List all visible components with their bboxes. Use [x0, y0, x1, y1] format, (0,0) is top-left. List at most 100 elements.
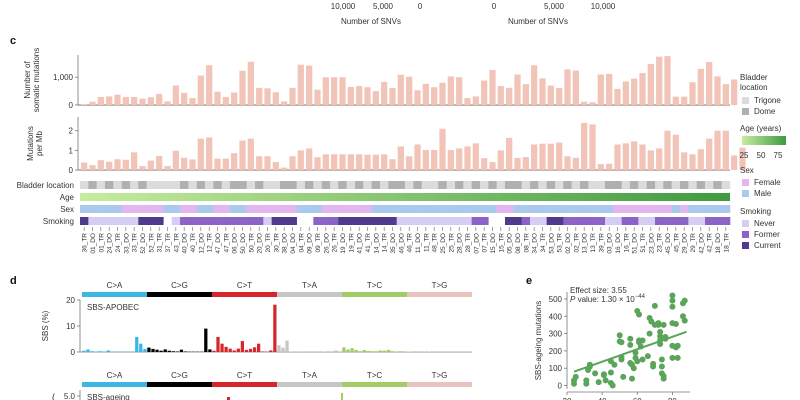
panel-c-bar [131, 152, 138, 170]
sample-label: 06_DO [232, 233, 239, 254]
panel-c-bar [139, 166, 146, 170]
panel-e-ytick-label: 300 [549, 330, 563, 339]
top-axis-1-tick: 0 [418, 2, 423, 11]
panel-c-bar [672, 96, 679, 105]
panel-c-letter: c [10, 35, 16, 47]
panel-c-bar [697, 149, 704, 170]
sample-label: 50_DO [240, 233, 247, 254]
sample-label: 04_DO [290, 233, 297, 254]
track-sex-cell [155, 205, 164, 213]
legend-age-tick: 50 [757, 151, 766, 160]
track-sex-cell [405, 205, 414, 213]
panel-c-bar [472, 143, 479, 170]
track-bladder-cell [421, 181, 431, 189]
panel-d-bar [374, 351, 379, 352]
sample-label: 51_TR [640, 233, 647, 253]
panel-c-bar [539, 78, 546, 105]
track-smoking-cell [480, 217, 489, 225]
panel-c-bar [272, 162, 279, 170]
track-smoking-cell [196, 217, 206, 225]
legend-sex-swatch [742, 190, 749, 197]
track-bladder-cell [230, 181, 239, 189]
panel-c-bar [722, 130, 729, 170]
panel-c-bar [214, 158, 221, 170]
panel-c-bar [256, 87, 263, 105]
track-sex-cell [380, 205, 389, 213]
panel-e-point [572, 373, 579, 380]
panel-d-bar [102, 351, 106, 352]
panel-c-bar [131, 96, 138, 105]
track-bladder-cell [630, 181, 639, 189]
panel-c-bar [147, 160, 154, 170]
sample-label: 14_TR [382, 233, 389, 253]
sample-label: 07_DO [473, 233, 480, 254]
panel-c-bar [397, 146, 404, 170]
panel-c-bar [731, 79, 738, 105]
sample-label: 48_TR [432, 233, 439, 253]
track-smoking-cell [371, 217, 381, 225]
panel-d-bar [159, 350, 163, 352]
panel-d-bar [427, 351, 431, 352]
panel-e-effect-size: Effect size: 3.55 [570, 286, 627, 295]
track-smoking-cell [630, 217, 639, 225]
track-sex-cell [371, 205, 381, 213]
track-bladder-cell [321, 181, 331, 189]
track-bladder-cell [413, 181, 422, 189]
panel-d-category-bar [277, 382, 342, 387]
track-sex-cell [696, 205, 706, 213]
panel-d-ylabel: SBS (%) [41, 310, 50, 341]
track-sex-cell [388, 205, 397, 213]
panel-d-bar [208, 349, 212, 352]
track-sex-cell [413, 205, 422, 213]
panel-d-bar [269, 350, 273, 352]
track-bladder-cell [263, 181, 272, 189]
panel-c-bar [156, 155, 163, 170]
top-axis-2-tick: 0 [492, 2, 497, 11]
panel-c-bar [622, 81, 629, 105]
sample-label: 47_TR [223, 233, 230, 253]
panel-d-bar [82, 350, 86, 352]
track-smoking-cell [538, 217, 547, 225]
panel-d-bar [395, 351, 399, 352]
panel-c-bar [247, 61, 254, 105]
panel-d-bar [382, 350, 387, 352]
panel-d-bar [110, 351, 114, 352]
panel-c-bar [322, 77, 329, 105]
panel-d-bar [346, 349, 350, 352]
panel-d-bar [232, 350, 236, 352]
panel-d-bar [334, 350, 338, 352]
track-bladder-cell [363, 181, 372, 189]
panel-c-bar [406, 76, 413, 105]
sample-label: 40_DO [182, 233, 189, 254]
track-bladder-cell [530, 181, 539, 189]
track-bladder-cell [121, 181, 131, 189]
legend-smoking-item: Never [754, 219, 776, 228]
sample-label: 23_TR [657, 233, 664, 253]
track-smoking-cell [363, 217, 372, 225]
panel-c-ytick-label: 2 [69, 127, 74, 136]
track-bladder-cell [446, 181, 456, 189]
panel-d-bar [281, 347, 285, 352]
track-sex-cell [338, 205, 347, 213]
panel-e-point [674, 342, 681, 349]
panel-c-bar [672, 134, 679, 170]
sample-label: 16_TR [623, 233, 630, 253]
track-smoking-cell [655, 217, 664, 225]
track-smoking-cell [438, 217, 447, 225]
track-bladder-cell [696, 181, 706, 189]
panel-d-ytick-label: 5.0 [64, 392, 76, 400]
track-sex-cell [663, 205, 672, 213]
panel-c-bar [172, 85, 179, 105]
track-sex-cell [96, 205, 106, 213]
panel-c-bar [414, 144, 421, 170]
panel-e-point [630, 365, 637, 372]
track-sex-cell [396, 205, 406, 213]
sample-label: 18_DO [715, 233, 722, 254]
sample-label: 09_DO [307, 233, 314, 254]
track-sex-cell [138, 205, 147, 213]
track-bladder-cell [105, 181, 114, 189]
track-sex-cell [605, 205, 614, 213]
sample-label: 28_TR [465, 233, 472, 253]
sample-label: 11_DO [415, 233, 422, 253]
track-smoking-cell [180, 217, 189, 225]
